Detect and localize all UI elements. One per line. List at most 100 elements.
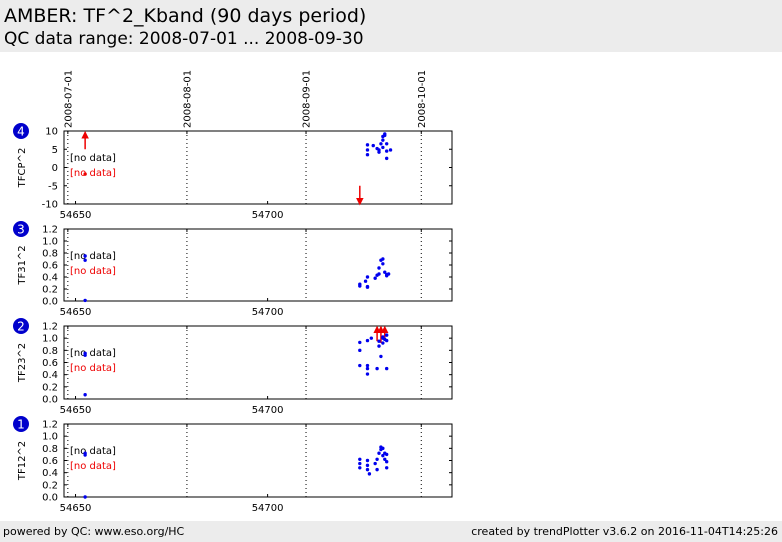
y-tick-label: 0.0 [42, 297, 58, 308]
panel-frame [63, 228, 453, 302]
date-tick-label: 2008-08-01 [182, 70, 193, 128]
y-axis-label: TF12^2 [17, 441, 28, 481]
data-point [373, 461, 377, 466]
data-point [388, 148, 393, 152]
no-data-label-outlier: [no data] [70, 168, 116, 179]
data-point [358, 340, 362, 345]
y-tick-label: 0.2 [42, 285, 58, 296]
data-point [365, 458, 370, 463]
data-point [365, 363, 370, 368]
data-point [83, 353, 87, 357]
y-tick-label: -10 [42, 200, 58, 211]
date-tick-label: 2008-07-01 [63, 70, 74, 128]
mjd-tick-label: 54700 [252, 503, 284, 514]
mjd-tick-label: 54650 [60, 503, 92, 514]
panel-badge-label: 3 [17, 223, 25, 237]
data-point [383, 457, 387, 461]
data-point [83, 258, 87, 262]
mjd-tick-label: 54700 [252, 405, 284, 416]
data-point [377, 272, 381, 276]
header-bar: AMBER: TF^2_Kband (90 days period) QC da… [0, 0, 782, 52]
y-tick-label: 10 [45, 127, 58, 138]
data-point [375, 457, 379, 461]
data-point [384, 149, 389, 153]
y-tick-label: 0.0 [42, 493, 58, 504]
y-tick-label: 1.2 [42, 322, 58, 333]
date-tick-label: 2008-10-01 [417, 70, 428, 128]
y-tick-label: 0.8 [42, 444, 58, 455]
data-point [383, 133, 387, 138]
data-point [377, 148, 381, 152]
data-point [371, 143, 375, 148]
data-point [381, 453, 385, 458]
data-point [363, 279, 368, 283]
y-tick-label: 0.8 [42, 249, 58, 260]
y-tick-label: 1.2 [42, 420, 58, 431]
data-point [373, 276, 377, 280]
data-point [381, 145, 385, 150]
panel-frame [63, 325, 453, 400]
footer-created: created by trendPlotter v3.6.2 on 2016-1… [471, 525, 778, 538]
data-point [377, 339, 381, 343]
panel-badge-label: 1 [17, 418, 25, 432]
mjd-tick-label: 54700 [252, 210, 284, 221]
y-axis-label: TFCP^2 [17, 148, 28, 189]
no-data-label: [no data] [70, 153, 116, 164]
y-tick-label: 0 [52, 163, 58, 174]
outlier-point [83, 172, 87, 176]
data-point [384, 460, 389, 464]
data-point [381, 138, 385, 142]
no-data-label-outlier: [no data] [70, 363, 116, 374]
data-point [365, 463, 370, 468]
data-point [365, 467, 370, 472]
data-point [358, 466, 362, 470]
y-axis-label: TF23^2 [17, 343, 28, 383]
no-data-label: [no data] [70, 446, 116, 457]
no-data-label-outlier: [no data] [70, 266, 116, 277]
data-point [377, 266, 381, 270]
panel-badge-icon [13, 318, 29, 334]
data-point [377, 451, 381, 455]
footer-credit: powered by QC: www.eso.org/HC [3, 525, 185, 538]
y-axis-label: TF31^2 [17, 245, 28, 285]
data-point [358, 457, 362, 461]
data-point [384, 333, 389, 337]
mjd-tick-label: 54650 [60, 405, 92, 416]
panel-badge-label: 2 [17, 320, 25, 334]
data-point [365, 275, 370, 279]
y-tick-label: 1.0 [42, 432, 58, 443]
mjd-tick-label: 54650 [60, 307, 92, 318]
data-point [365, 285, 370, 289]
data-point [375, 467, 379, 472]
y-tick-label: 1.0 [42, 334, 58, 345]
panel-badge-icon [13, 416, 29, 432]
data-point [83, 254, 87, 258]
y-tick-label: 0.4 [42, 468, 58, 479]
data-point [83, 453, 87, 457]
y-tick-label: 0.6 [42, 456, 58, 467]
data-point [365, 143, 370, 147]
data-point [365, 153, 370, 157]
date-tick-label: 2008-09-01 [302, 70, 313, 128]
data-point [379, 142, 383, 146]
data-point [367, 472, 372, 476]
data-point [383, 270, 387, 274]
data-point [358, 284, 362, 288]
y-tick-label: 1.0 [42, 237, 58, 248]
panel-frame [63, 130, 453, 205]
no-data-label: [no data] [70, 251, 116, 262]
y-tick-label: -5 [48, 181, 58, 192]
data-point [381, 336, 385, 340]
data-point [386, 272, 391, 276]
panel-frame [63, 423, 453, 498]
data-point [358, 348, 362, 353]
data-point [365, 338, 370, 343]
data-point [377, 344, 381, 348]
data-point [381, 262, 385, 266]
data-point [375, 366, 379, 371]
y-tick-label: 0.8 [42, 346, 58, 357]
no-data-label: [no data] [70, 348, 116, 359]
data-point [83, 298, 87, 303]
y-tick-label: 0.4 [42, 273, 58, 284]
